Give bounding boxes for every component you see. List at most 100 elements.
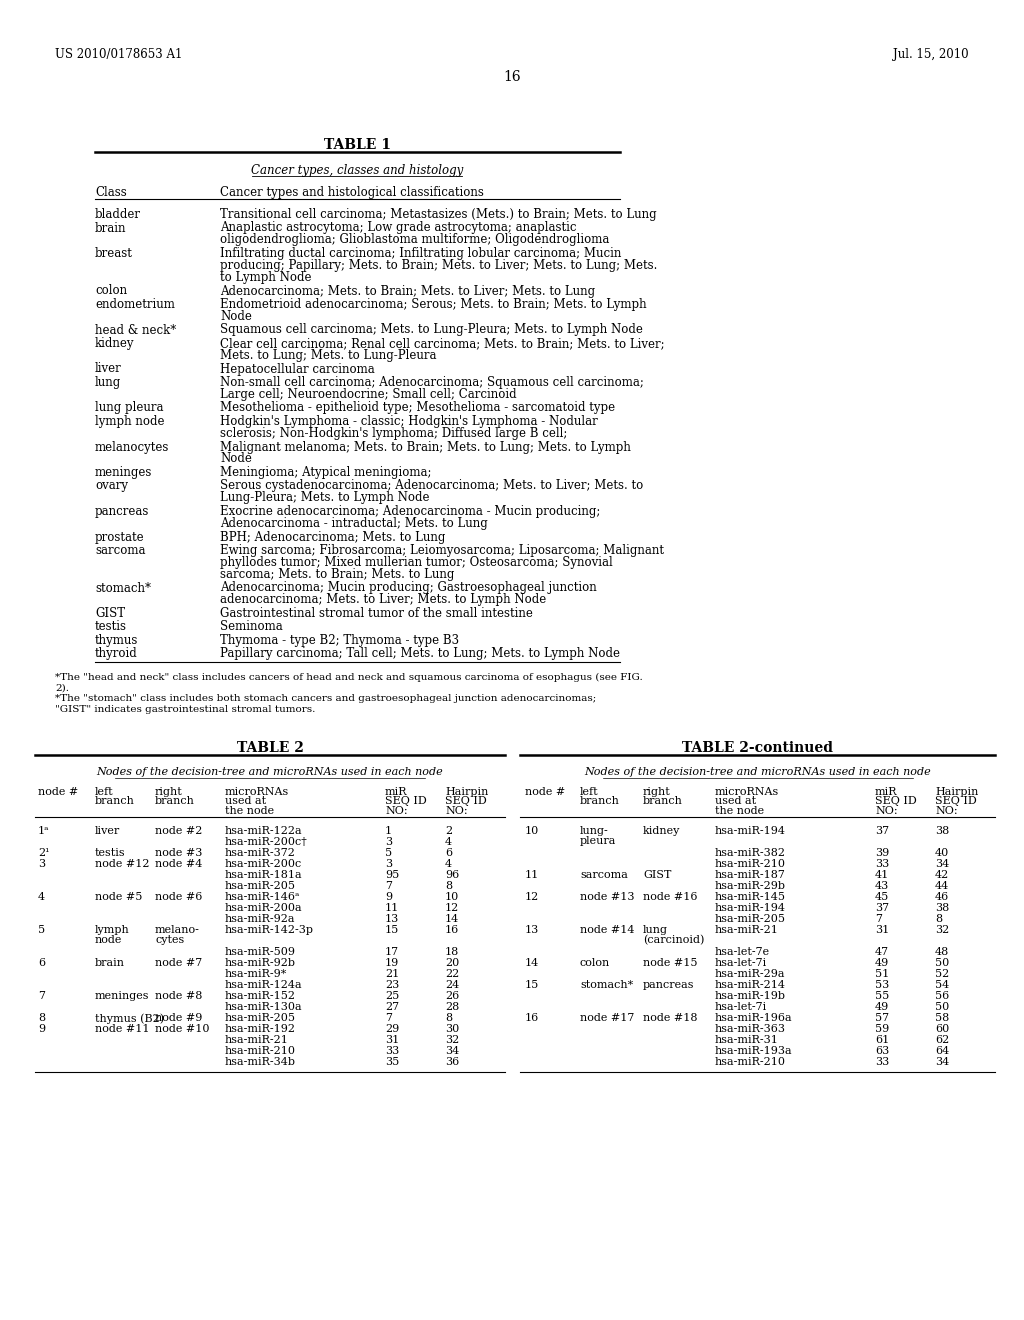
Text: 49: 49 (874, 958, 889, 968)
Text: hsa-miR-200c: hsa-miR-200c (225, 859, 302, 869)
Text: hsa-miR-210: hsa-miR-210 (715, 859, 786, 869)
Text: phyllodes tumor; Mixed mullerian tumor; Osteosarcoma; Synovial: phyllodes tumor; Mixed mullerian tumor; … (220, 556, 612, 569)
Text: branch: branch (95, 796, 135, 807)
Text: 39: 39 (874, 847, 889, 858)
Text: sarcoma; Mets. to Brain; Mets. to Lung: sarcoma; Mets. to Brain; Mets. to Lung (220, 568, 455, 581)
Text: 13: 13 (385, 913, 399, 924)
Text: 1: 1 (385, 826, 392, 836)
Text: hsa-miR-122a: hsa-miR-122a (225, 826, 303, 836)
Text: 56: 56 (935, 991, 949, 1001)
Text: Hepatocellular carcinoma: Hepatocellular carcinoma (220, 363, 375, 375)
Text: *The "stomach" class includes both stomach cancers and gastroesophageal junction: *The "stomach" class includes both stoma… (55, 694, 596, 704)
Text: colon: colon (580, 958, 610, 968)
Text: 38: 38 (935, 826, 949, 836)
Text: Class: Class (95, 186, 127, 199)
Text: Endometrioid adenocarcinoma; Serous; Mets. to Brain; Mets. to Lymph: Endometrioid adenocarcinoma; Serous; Met… (220, 298, 646, 312)
Text: 2¹: 2¹ (38, 847, 49, 858)
Text: node #12: node #12 (95, 859, 150, 869)
Text: Malignant melanoma; Mets. to Brain; Mets. to Lung; Mets. to Lymph: Malignant melanoma; Mets. to Brain; Mets… (220, 441, 631, 454)
Text: node #: node # (38, 787, 78, 797)
Text: pancreas: pancreas (643, 979, 694, 990)
Text: right: right (643, 787, 671, 797)
Text: Ewing sarcoma; Fibrosarcoma; Leiomyosarcoma; Liposarcoma; Malignant: Ewing sarcoma; Fibrosarcoma; Leiomyosarc… (220, 544, 664, 557)
Text: hsa-miR-194: hsa-miR-194 (715, 903, 786, 913)
Text: testis: testis (95, 620, 127, 634)
Text: 10: 10 (525, 826, 540, 836)
Text: cytes: cytes (155, 935, 184, 945)
Text: Transitional cell carcinoma; Metastasizes (Mets.) to Brain; Mets. to Lung: Transitional cell carcinoma; Metastasize… (220, 209, 656, 220)
Text: 16: 16 (445, 925, 459, 935)
Text: NO:: NO: (445, 807, 468, 816)
Text: Squamous cell carcinoma; Mets. to Lung-Pleura; Mets. to Lymph Node: Squamous cell carcinoma; Mets. to Lung-P… (220, 323, 643, 337)
Text: hsa-let-7i: hsa-let-7i (715, 1002, 767, 1012)
Text: NO:: NO: (935, 807, 957, 816)
Text: 14: 14 (525, 958, 540, 968)
Text: 30: 30 (445, 1024, 459, 1034)
Text: 12: 12 (445, 903, 459, 913)
Text: hsa-miR-92a: hsa-miR-92a (225, 913, 296, 924)
Text: node #8: node #8 (155, 991, 203, 1001)
Text: hsa-miR-29a: hsa-miR-29a (715, 969, 785, 979)
Text: 16: 16 (503, 70, 521, 84)
Text: 63: 63 (874, 1045, 889, 1056)
Text: 6: 6 (445, 847, 453, 858)
Text: 50: 50 (935, 958, 949, 968)
Text: Jul. 15, 2010: Jul. 15, 2010 (893, 48, 969, 61)
Text: 31: 31 (874, 925, 889, 935)
Text: testis: testis (95, 847, 126, 858)
Text: meninges: meninges (95, 991, 150, 1001)
Text: node #4: node #4 (155, 859, 203, 869)
Text: 22: 22 (445, 969, 459, 979)
Text: 36: 36 (445, 1057, 459, 1067)
Text: 38: 38 (935, 903, 949, 913)
Text: Cancer types and histological classifications: Cancer types and histological classifica… (220, 186, 484, 199)
Text: hsa-miR-196a: hsa-miR-196a (715, 1012, 793, 1023)
Text: lymph node: lymph node (95, 414, 165, 428)
Text: node #7: node #7 (155, 958, 203, 968)
Text: 5: 5 (38, 925, 45, 935)
Text: brain: brain (95, 958, 125, 968)
Text: branch: branch (155, 796, 195, 807)
Text: hsa-miR-142-3p: hsa-miR-142-3p (225, 925, 314, 935)
Text: 4: 4 (445, 859, 453, 869)
Text: 42: 42 (935, 870, 949, 880)
Text: Node: Node (220, 310, 252, 323)
Text: hsa-miR-509: hsa-miR-509 (225, 946, 296, 957)
Text: right: right (155, 787, 182, 797)
Text: colon: colon (95, 285, 127, 297)
Text: "GIST" indicates gastrointestinal stromal tumors.: "GIST" indicates gastrointestinal stroma… (55, 705, 315, 714)
Text: hsa-miR-205: hsa-miR-205 (715, 913, 786, 924)
Text: 20: 20 (445, 958, 459, 968)
Text: hsa-miR-21: hsa-miR-21 (715, 925, 779, 935)
Text: 51: 51 (874, 969, 889, 979)
Text: 8: 8 (445, 1012, 453, 1023)
Text: node #13: node #13 (580, 892, 635, 902)
Text: 26: 26 (445, 991, 459, 1001)
Text: 7: 7 (385, 1012, 392, 1023)
Text: Anaplastic astrocytoma; Low grade astrocytoma; anaplastic: Anaplastic astrocytoma; Low grade astroc… (220, 222, 577, 235)
Text: hsa-miR-146ᵃ: hsa-miR-146ᵃ (225, 892, 300, 902)
Text: 27: 27 (385, 1002, 399, 1012)
Text: head & neck*: head & neck* (95, 323, 176, 337)
Text: 62: 62 (935, 1035, 949, 1045)
Text: hsa-miR-210: hsa-miR-210 (715, 1057, 786, 1067)
Text: stomach*: stomach* (580, 979, 633, 990)
Text: 25: 25 (385, 991, 399, 1001)
Text: Nodes of the decision-tree and microRNAs used in each node: Nodes of the decision-tree and microRNAs… (96, 767, 443, 777)
Text: hsa-miR-19b: hsa-miR-19b (715, 991, 786, 1001)
Text: 57: 57 (874, 1012, 889, 1023)
Text: kidney: kidney (95, 337, 134, 350)
Text: meninges: meninges (95, 466, 153, 479)
Text: miR: miR (874, 787, 897, 797)
Text: node #5: node #5 (95, 892, 142, 902)
Text: NO:: NO: (385, 807, 408, 816)
Text: 59: 59 (874, 1024, 889, 1034)
Text: 31: 31 (385, 1035, 399, 1045)
Text: lung pleura: lung pleura (95, 401, 164, 414)
Text: lung-: lung- (580, 826, 608, 836)
Text: to Lymph Node: to Lymph Node (220, 271, 311, 284)
Text: 37: 37 (874, 826, 889, 836)
Text: pleura: pleura (580, 836, 616, 846)
Text: hsa-miR-200a: hsa-miR-200a (225, 903, 303, 913)
Text: 44: 44 (935, 880, 949, 891)
